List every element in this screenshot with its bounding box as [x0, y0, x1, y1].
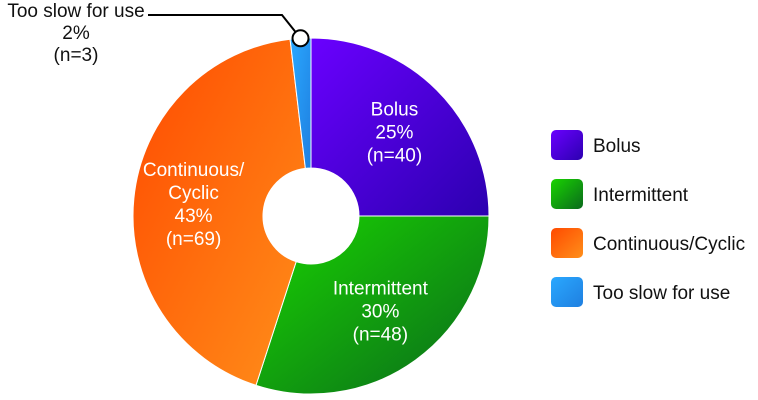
legend-label-too-slow-for-use: Too slow for use	[593, 283, 730, 304]
callout-group: Too slow for use 2% (n=3)	[7, 1, 310, 66]
legend-swatch-intermittent	[551, 179, 583, 209]
legend-swatch-continuous-cyclic	[551, 228, 583, 258]
slice-bolus	[310, 37, 490, 217]
legend-item-continuous-cyclic: Continuous/Cyclic	[551, 228, 745, 258]
legend-label-intermittent: Intermittent	[593, 185, 689, 206]
legend-swatch-bolus	[551, 130, 583, 160]
callout-marker	[291, 29, 310, 48]
slices-group	[132, 37, 490, 395]
callout-leader-line	[148, 14, 302, 39]
slice-label-intermittent: Intermittent 30% (n=48)	[333, 278, 429, 345]
legend-item-bolus: Bolus	[551, 130, 641, 160]
legend-swatch-too-slow-for-use	[551, 277, 583, 307]
callout-label-too-slow-for-use: Too slow for use 2% (n=3)	[7, 1, 144, 66]
legend-item-intermittent: Intermittent	[551, 179, 689, 209]
slice-label-bolus: Bolus 25% (n=40)	[367, 100, 422, 167]
slice-intermittent	[255, 215, 490, 395]
slice-label-continuous-cyclic: Continuous/Cyclic 43% (n=69)	[143, 160, 245, 250]
slice-labels-group: Bolus 25% (n=40) Intermittent 30% (n=48) Conti…	[143, 100, 429, 346]
slice-continuous-cyclic	[132, 38, 306, 386]
legend-label-bolus: Bolus	[593, 136, 641, 157]
legend-item-too-slow-for-use: Too slow for use	[551, 277, 730, 307]
legend-label-continuous-cyclic: Continuous/Cyclic	[593, 234, 745, 255]
legend: Bolus Intermittent Continuous/Cyclic Too sl…	[551, 130, 745, 307]
